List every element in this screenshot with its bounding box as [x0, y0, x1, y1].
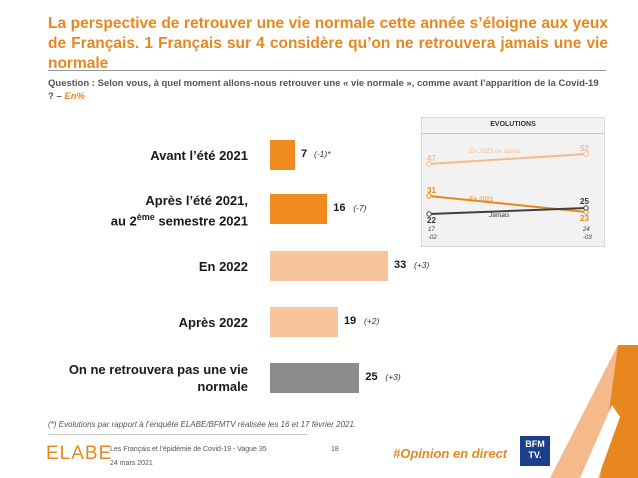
category-label-line: En 2022: [198, 258, 248, 274]
series-point: [583, 205, 589, 211]
series-end-value: 52: [580, 144, 589, 153]
series-end-value: 23: [580, 214, 589, 223]
category-label: Après 2022: [179, 314, 248, 331]
series-line: [428, 207, 587, 215]
bar-value-label: 19: [343, 315, 357, 327]
category-label-line: normale: [197, 379, 248, 394]
bar-value-label: 7: [301, 148, 308, 160]
hashtag: #Opinion en direct: [393, 446, 508, 461]
evolution-chart: EVOLUTIONS 47 52 En 2022 ou après 31 23 En 20…: [421, 117, 605, 247]
series-start-value: 22: [427, 216, 436, 225]
series-start-value: 47: [427, 154, 436, 163]
bar: [270, 363, 360, 393]
evolution-label: (-1)*: [314, 149, 331, 159]
elabe-logo: ELABE: [46, 443, 113, 464]
category-label-line: On ne retrouvera pas une vie: [68, 362, 248, 377]
series-point: [583, 151, 589, 157]
bar: [270, 251, 388, 281]
category-label: Après l’été 2021, au 2ème semestre 2021: [111, 192, 248, 229]
footnote-divider: [48, 434, 308, 435]
category-label-line: Après l’été 2021,: [145, 193, 248, 208]
x-tick-label: 24: [582, 227, 590, 233]
evolution-chart-title: EVOLUTIONS: [490, 121, 536, 128]
evolution-label: (+3): [414, 260, 430, 270]
series-end-value: 25: [580, 197, 589, 206]
x-tick-label: 17: [428, 227, 435, 233]
series-name: En 2022 ou après: [469, 148, 521, 155]
bar-value-label: 33: [394, 259, 407, 271]
page-title: La perspective de retrouver une vie norm…: [48, 15, 608, 72]
page-number: 18: [331, 446, 339, 453]
category-label-line: Après 2022: [178, 314, 248, 330]
bar: [270, 194, 328, 224]
x-tick-label: -02: [428, 235, 437, 241]
survey-date: 24 mars 2021: [110, 460, 153, 467]
bfmtv-logo: BFM TV.: [520, 436, 550, 466]
bar-value-label: 25: [365, 371, 378, 383]
category-label: On ne retrouvera pas une vie normale: [69, 361, 248, 395]
series-point: [426, 211, 432, 217]
question-body: Question : Selon vous, à quel moment all…: [48, 78, 599, 102]
category-label: Avant l’été 2021: [150, 147, 248, 164]
x-tick-label: -03: [583, 235, 592, 241]
series-point: [426, 193, 432, 199]
category-label: En 2022: [199, 258, 248, 275]
survey-name: Les Français et l’épidémie de Covid-19 -…: [110, 446, 267, 453]
title-divider: [48, 70, 606, 71]
evolution-label: (+3): [385, 372, 401, 382]
series-name: En 2021: [469, 196, 494, 203]
evolution-title-divider: [422, 133, 604, 134]
bar: [270, 140, 296, 170]
category-label-line: au 2ème semestre 2021: [110, 212, 248, 229]
series-start-value: 31: [427, 186, 436, 195]
evolution-label: (+2): [363, 316, 380, 326]
series-point: [426, 161, 432, 167]
evolution-plot: 47 52 En 2022 ou après 31 23 En 2021 22 25 Jamai…: [426, 144, 592, 241]
bfmtv-logo-line-1: BFM: [525, 439, 545, 449]
question-text: Question : Selon vous, à quel moment all…: [48, 77, 604, 103]
bar-value-label: 16: [333, 202, 346, 214]
series-line: [428, 153, 587, 165]
bfmtv-logo-line-2: TV.: [528, 450, 542, 460]
footnote: (*) Evolutions par rapport à l’enquête E…: [48, 420, 357, 429]
question-unit: En%: [64, 91, 85, 102]
evolution-label: (-7): [353, 203, 367, 213]
bar: [270, 307, 338, 337]
series-name: Jamais: [488, 212, 510, 219]
decorative-triangle-icon: [550, 345, 638, 478]
category-label-line: Avant l’été 2021: [150, 147, 248, 163]
